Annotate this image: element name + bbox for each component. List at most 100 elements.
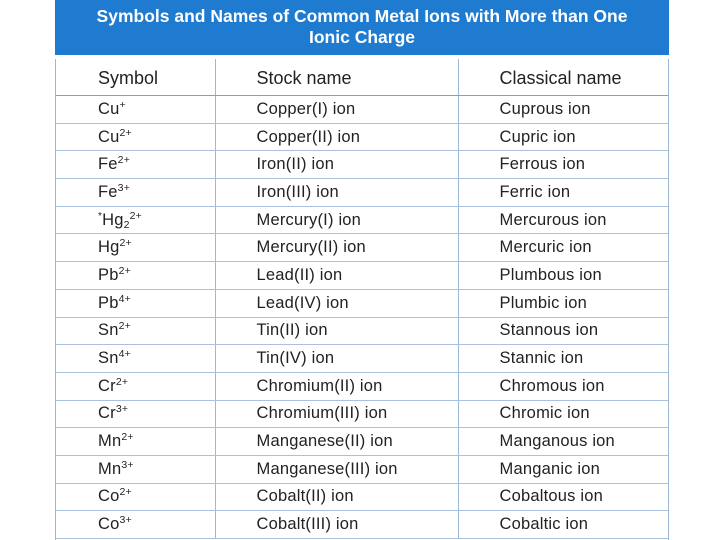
element-symbol: Mn <box>98 432 121 450</box>
classical-name: Cobaltic ion <box>458 511 669 539</box>
classical-name: Mercuric ion <box>458 234 669 262</box>
classical-name: Plumbic ion <box>458 289 669 317</box>
column-header-symbol: Symbol <box>56 59 215 96</box>
table-row: Pb4+ Lead(IV) ion Plumbic ion <box>56 289 669 317</box>
ionic-charge: 2+ <box>121 431 133 443</box>
ionic-charge: 2+ <box>120 127 132 139</box>
ion-symbol: Hg2+ <box>56 234 215 262</box>
ion-symbol: Pb4+ <box>56 289 215 317</box>
classical-name: Plumbous ion <box>458 262 669 290</box>
ion-names-table: Symbol Stock name Classical name Cu+ Copp… <box>56 59 669 539</box>
element-symbol: Sn <box>98 349 119 367</box>
table-body: Cu+ Copper(I) ion Cuprous ion Cu2+ Copper(II… <box>56 96 669 539</box>
ionic-charge: 3+ <box>118 182 130 194</box>
table-title-line-2: Ionic Charge <box>55 27 669 48</box>
ionic-charge: 4+ <box>119 293 131 305</box>
ion-symbol: Cr3+ <box>56 400 215 428</box>
table-row: Co3+ Cobalt(III) ion Cobaltic ion <box>56 511 669 539</box>
ion-symbol: Co2+ <box>56 483 215 511</box>
stock-name: Manganese(II) ion <box>215 428 458 456</box>
element-symbol: Cu <box>98 100 120 118</box>
stock-name: Copper(II) ion <box>215 123 458 151</box>
element-symbol: Cr <box>98 377 116 395</box>
ion-symbol: Sn4+ <box>56 345 215 373</box>
classical-name: Manganous ion <box>458 428 669 456</box>
ionic-charge: 3+ <box>120 514 132 526</box>
element-symbol: Co <box>98 487 120 505</box>
ion-symbol: Co3+ <box>56 511 215 539</box>
stock-name: Iron(III) ion <box>215 179 458 207</box>
classical-name: Ferrous ion <box>458 151 669 179</box>
classical-name: Cuprous ion <box>458 96 669 124</box>
table-row: *Hg22+ Mercury(I) ion Mercurous ion <box>56 206 669 234</box>
ionic-charge: 2+ <box>120 486 132 498</box>
element-symbol: Co <box>98 515 120 533</box>
element-symbol: Fe <box>98 155 118 173</box>
table-row: Cu2+ Copper(II) ion Cupric ion <box>56 123 669 151</box>
table-row: Sn4+ Tin(IV) ion Stannic ion <box>56 345 669 373</box>
ionic-charge: 3+ <box>116 403 128 415</box>
stock-name: Cobalt(II) ion <box>215 483 458 511</box>
table-row: Hg2+ Mercury(II) ion Mercuric ion <box>56 234 669 262</box>
table-row: Cu+ Copper(I) ion Cuprous ion <box>56 96 669 124</box>
classical-name: Cobaltous ion <box>458 483 669 511</box>
ion-symbol: Cu+ <box>56 96 215 124</box>
table-header-row: Symbol Stock name Classical name <box>56 59 669 96</box>
ion-symbol: Cu2+ <box>56 123 215 151</box>
stock-name: Iron(II) ion <box>215 151 458 179</box>
table-row: Fe3+ Iron(III) ion Ferric ion <box>56 179 669 207</box>
table-row: Mn3+ Manganese(III) ion Manganic ion <box>56 455 669 483</box>
ionic-charge: 2+ <box>119 320 131 332</box>
classical-name: Chromous ion <box>458 372 669 400</box>
ionic-charge: + <box>120 99 126 111</box>
classical-name: Cupric ion <box>458 123 669 151</box>
ion-symbol: Sn2+ <box>56 317 215 345</box>
ionic-charge: 3+ <box>121 459 133 471</box>
ionic-charge: 2+ <box>118 154 130 166</box>
table-title-line-1: Symbols and Names of Common Metal Ions w… <box>55 6 669 27</box>
element-symbol: Mn <box>98 460 121 478</box>
stock-name: Lead(IV) ion <box>215 289 458 317</box>
ion-table-container: Symbol Stock name Classical name Cu+ Copp… <box>55 59 669 540</box>
ionic-charge: 4+ <box>119 348 131 360</box>
stock-name: Copper(I) ion <box>215 96 458 124</box>
table-row: Co2+ Cobalt(II) ion Cobaltous ion <box>56 483 669 511</box>
ion-symbol: Cr2+ <box>56 372 215 400</box>
column-header-stock-name: Stock name <box>215 59 458 96</box>
stock-name: Chromium(II) ion <box>215 372 458 400</box>
stock-name: Manganese(III) ion <box>215 455 458 483</box>
table-title-banner: Symbols and Names of Common Metal Ions w… <box>55 0 669 55</box>
ionic-charge: 2+ <box>119 265 131 277</box>
column-header-classical-name: Classical name <box>458 59 669 96</box>
ion-symbol: Pb2+ <box>56 262 215 290</box>
element-symbol: Hg <box>102 211 124 229</box>
table-row: Cr2+ Chromium(II) ion Chromous ion <box>56 372 669 400</box>
element-symbol: Fe <box>98 183 118 201</box>
element-symbol: Cu <box>98 128 120 146</box>
stock-name: Tin(IV) ion <box>215 345 458 373</box>
classical-name: Ferric ion <box>458 179 669 207</box>
table-row: Sn2+ Tin(II) ion Stannous ion <box>56 317 669 345</box>
stock-name: Mercury(I) ion <box>215 206 458 234</box>
element-symbol: Hg <box>98 238 120 256</box>
table-row: Fe2+ Iron(II) ion Ferrous ion <box>56 151 669 179</box>
ion-symbol: Mn3+ <box>56 455 215 483</box>
ionic-charge: 2+ <box>130 210 142 222</box>
classical-name: Mercurous ion <box>458 206 669 234</box>
ion-symbol: Mn2+ <box>56 428 215 456</box>
stock-name: Mercury(II) ion <box>215 234 458 262</box>
ionic-charge: 2+ <box>120 237 132 249</box>
stock-name: Tin(II) ion <box>215 317 458 345</box>
element-symbol: Pb <box>98 266 119 284</box>
ionic-charge: 2+ <box>116 376 128 388</box>
stock-name: Lead(II) ion <box>215 262 458 290</box>
classical-name: Stannous ion <box>458 317 669 345</box>
element-symbol: Sn <box>98 321 119 339</box>
element-symbol: Cr <box>98 404 116 422</box>
table-row: Pb2+ Lead(II) ion Plumbous ion <box>56 262 669 290</box>
table-row: Mn2+ Manganese(II) ion Manganous ion <box>56 428 669 456</box>
ion-symbol: *Hg22+ <box>56 206 215 234</box>
element-symbol: Pb <box>98 294 119 312</box>
stock-name: Cobalt(III) ion <box>215 511 458 539</box>
classical-name: Stannic ion <box>458 345 669 373</box>
